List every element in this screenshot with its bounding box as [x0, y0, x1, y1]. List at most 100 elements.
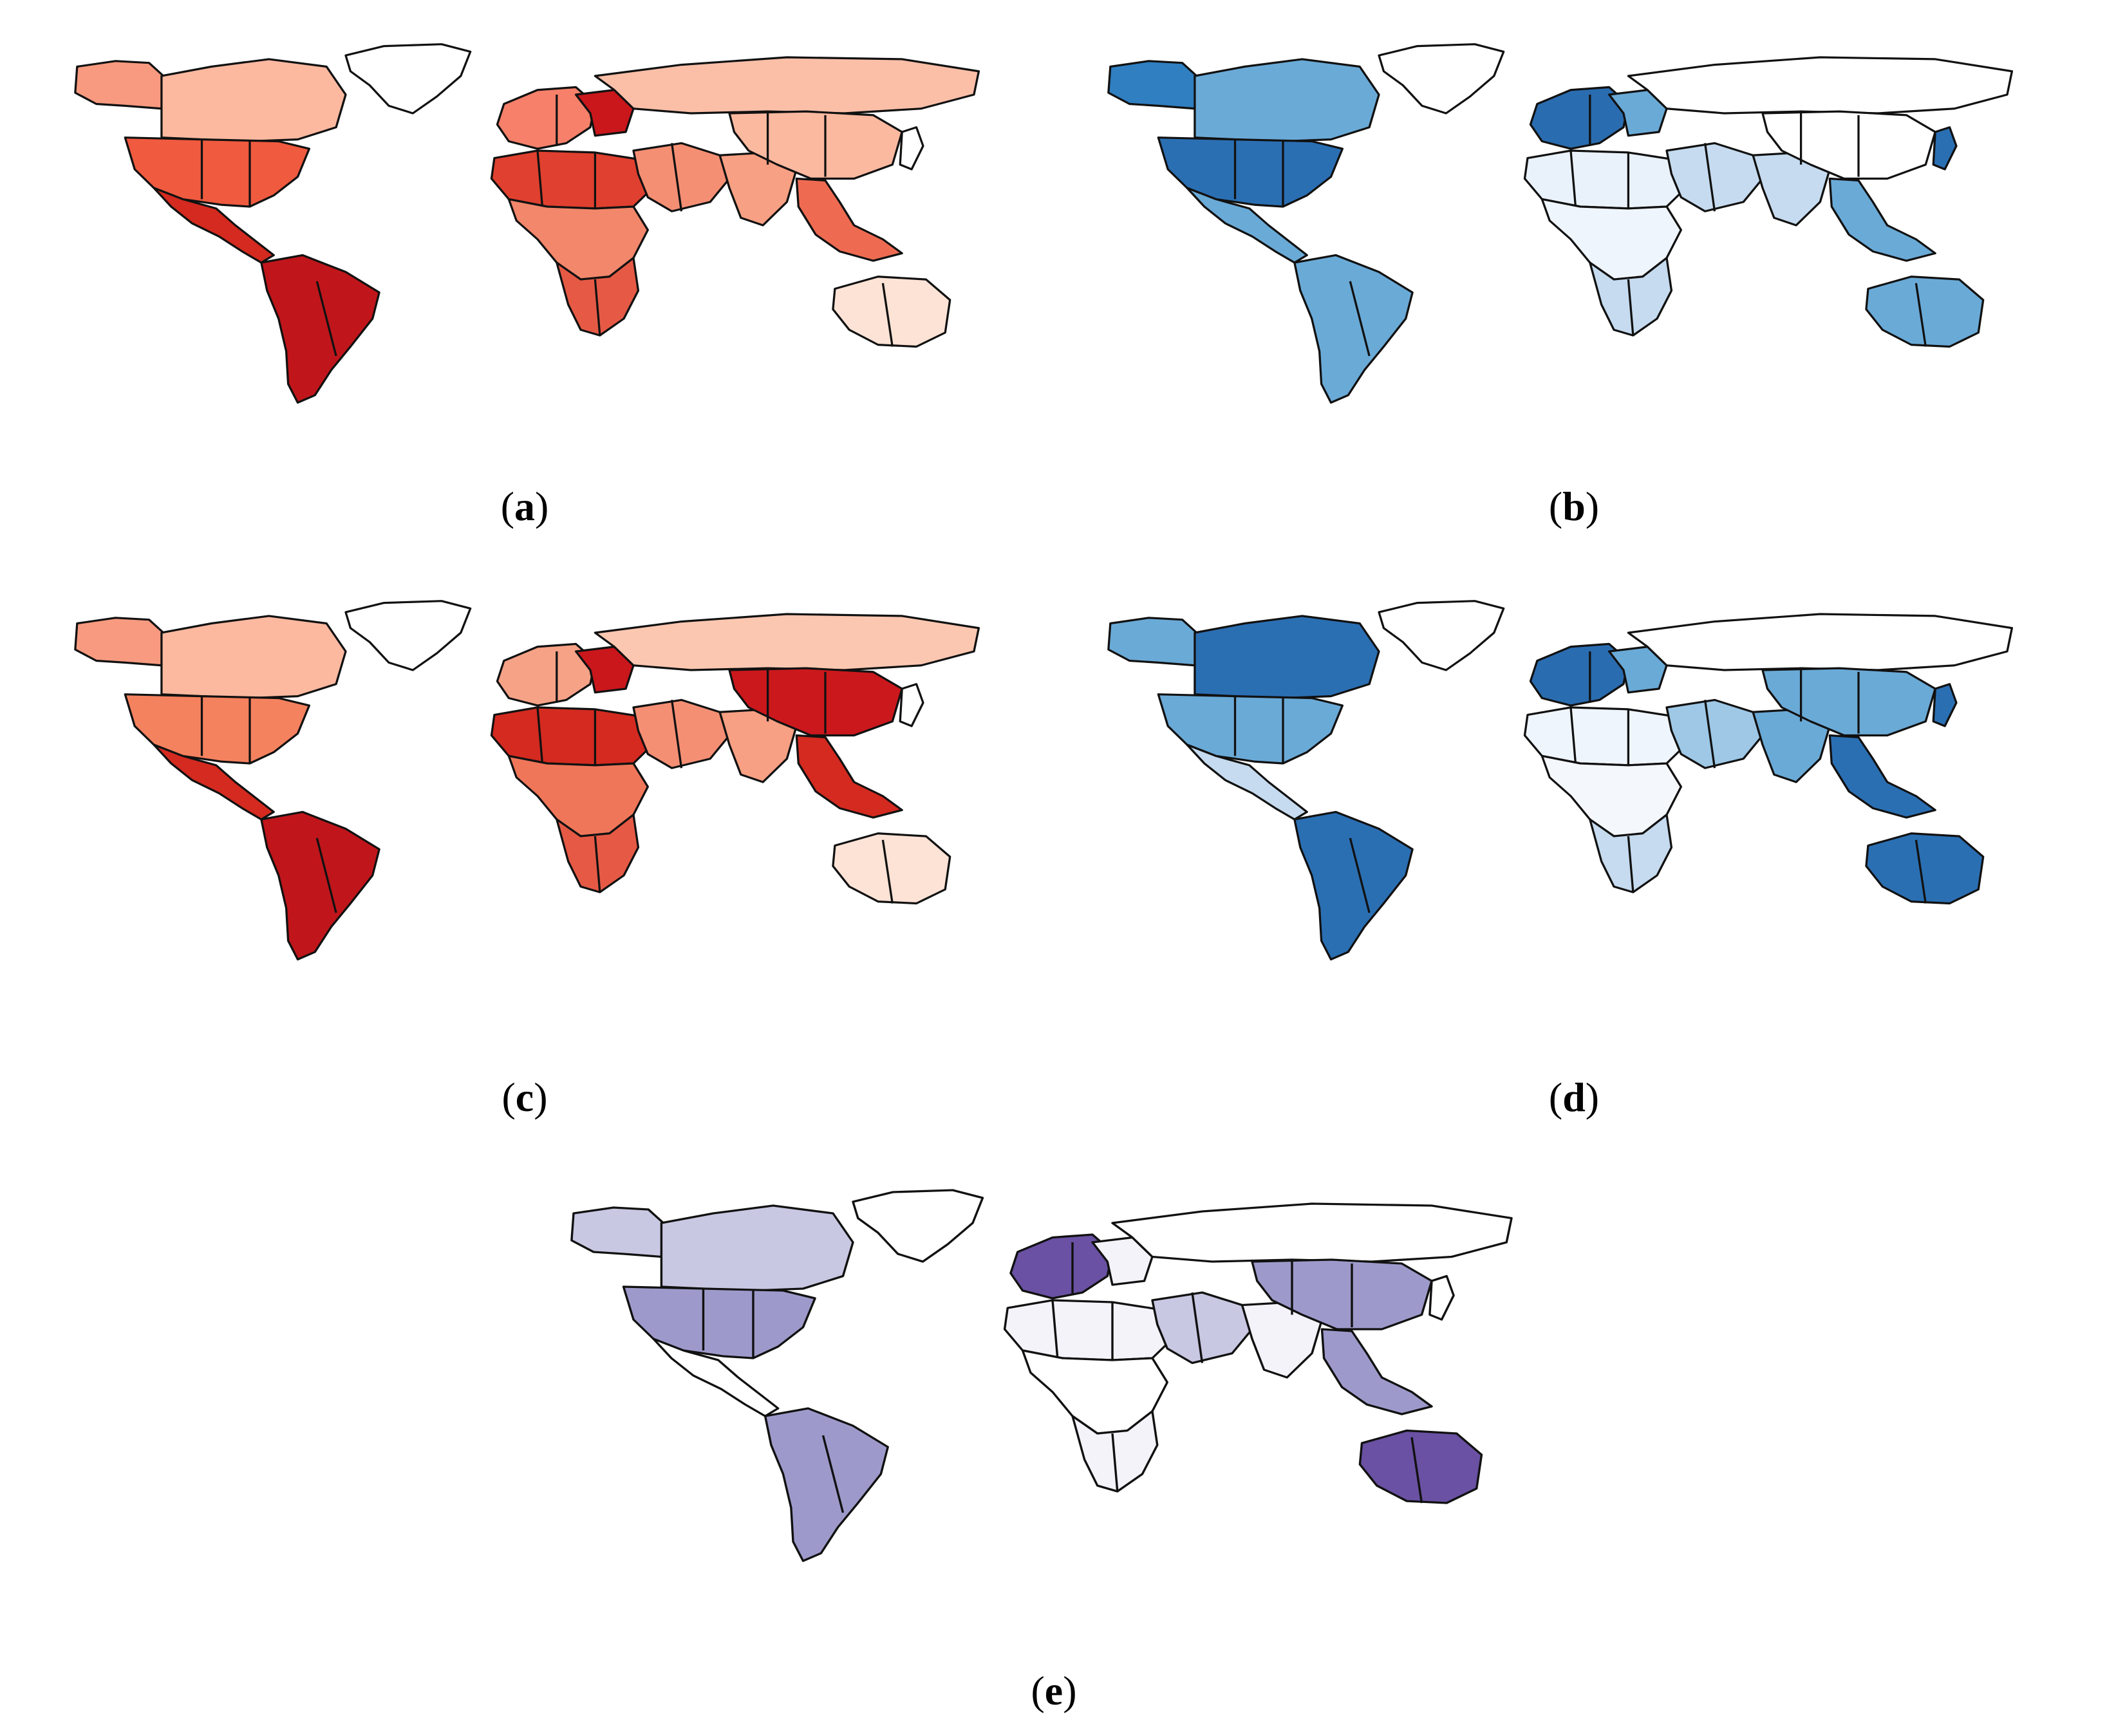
- region-russia: [1111, 1202, 1513, 1263]
- region-south-america: [1293, 254, 1414, 404]
- world-map-panel-d: [1091, 595, 2050, 969]
- region-russia: [1627, 613, 2014, 671]
- country-border-line: [1349, 281, 1371, 357]
- country-border-line: [594, 279, 601, 336]
- region-japan: [899, 683, 924, 727]
- region-mexico-central-america: [652, 1338, 780, 1417]
- region-china: [728, 110, 903, 180]
- region-canada-east: [660, 1204, 854, 1292]
- country-border-line: [315, 837, 337, 913]
- region-south-america: [260, 254, 380, 404]
- region-north-america-west: [1107, 60, 1198, 110]
- region-europe: [1529, 86, 1630, 150]
- caption-c: (c): [501, 1074, 548, 1120]
- world-map-panel-e: [554, 1184, 1551, 1571]
- region-middle-east: [1665, 698, 1764, 769]
- region-greenland: [344, 600, 472, 671]
- country-border-line: [821, 1435, 845, 1513]
- region-southeast-asia: [795, 177, 903, 262]
- region-russia: [594, 613, 980, 671]
- region-china: [728, 667, 903, 737]
- world-map-svg-d: [1107, 600, 2014, 961]
- country-border-line: [1051, 1300, 1059, 1359]
- country-border-line: [1111, 1433, 1119, 1492]
- country-border-line: [594, 835, 601, 893]
- world-map-panel-a: [58, 39, 1017, 412]
- region-mexico-central-america: [1186, 187, 1308, 264]
- region-canada-east: [160, 615, 347, 700]
- country-border-line: [881, 839, 894, 904]
- region-usa: [622, 1285, 816, 1359]
- country-border-line: [1627, 279, 1634, 336]
- region-canada-east: [160, 58, 347, 143]
- region-middle-east: [1151, 1291, 1253, 1365]
- country-border-line: [315, 281, 337, 357]
- region-europe: [496, 86, 597, 150]
- country-border-line: [1569, 707, 1577, 764]
- world-map-panel-b: [1091, 39, 2050, 412]
- country-border-line: [670, 143, 683, 212]
- region-usa: [124, 136, 311, 208]
- caption-e: (e): [1031, 1668, 1077, 1713]
- region-middle-east: [632, 698, 731, 769]
- caption-b: (b): [1548, 483, 1600, 529]
- region-greenland: [1378, 600, 1505, 671]
- region-australia: [1865, 275, 1985, 348]
- region-china: [1761, 667, 1936, 737]
- country-border-line: [1627, 835, 1634, 893]
- region-greenland: [852, 1189, 984, 1263]
- region-southeast-asia: [795, 734, 903, 819]
- country-border-line: [1915, 839, 1927, 904]
- region-usa: [1157, 136, 1344, 208]
- region-middle-east: [1665, 142, 1764, 212]
- region-australia: [832, 832, 951, 905]
- region-canada-east: [1194, 615, 1380, 700]
- region-mexico-central-america: [1186, 743, 1308, 821]
- region-southeast-asia: [1828, 734, 1936, 819]
- region-australia: [832, 275, 951, 348]
- world-map-svg-c: [74, 600, 980, 961]
- region-middle-east: [632, 142, 731, 212]
- region-north-america-west: [74, 60, 165, 110]
- country-border-line: [1703, 700, 1716, 769]
- region-north-america-west: [570, 1206, 665, 1258]
- country-border-line: [1349, 837, 1371, 913]
- region-usa: [124, 693, 311, 765]
- region-south-america: [260, 810, 380, 961]
- country-border-line: [1569, 150, 1577, 207]
- region-canada-east: [1194, 58, 1380, 143]
- region-greenland: [344, 43, 472, 115]
- region-south-america: [1293, 810, 1414, 961]
- region-mexico-central-america: [153, 187, 275, 264]
- region-australia: [1865, 832, 1985, 905]
- country-border-line: [1915, 283, 1927, 347]
- country-border-line: [881, 283, 894, 347]
- region-europe: [1529, 642, 1630, 707]
- region-china: [1761, 110, 1936, 180]
- country-border-line: [536, 707, 544, 764]
- region-russia: [1627, 56, 2014, 115]
- region-europe: [496, 642, 597, 707]
- caption-d: (d): [1548, 1074, 1600, 1120]
- region-japan: [1932, 683, 1958, 727]
- region-north-america-west: [1107, 617, 1198, 667]
- caption-a: (a): [500, 483, 549, 529]
- region-australia: [1358, 1429, 1483, 1504]
- region-usa: [1157, 693, 1344, 765]
- region-china: [1251, 1258, 1433, 1330]
- region-japan: [1428, 1274, 1455, 1321]
- region-russia: [594, 56, 980, 115]
- region-europe: [1009, 1233, 1114, 1300]
- region-japan: [899, 126, 924, 171]
- region-north-america-west: [74, 617, 165, 667]
- region-southeast-asia: [1828, 177, 1936, 262]
- country-border-line: [1703, 143, 1716, 212]
- world-map-svg-b: [1107, 43, 2014, 404]
- country-border-line: [1191, 1292, 1204, 1363]
- country-border-line: [536, 150, 544, 207]
- world-map-svg-e: [570, 1189, 1513, 1562]
- region-greenland: [1378, 43, 1505, 115]
- world-map-svg-a: [74, 43, 980, 404]
- country-border-line: [670, 700, 683, 769]
- country-border-line: [1410, 1437, 1423, 1504]
